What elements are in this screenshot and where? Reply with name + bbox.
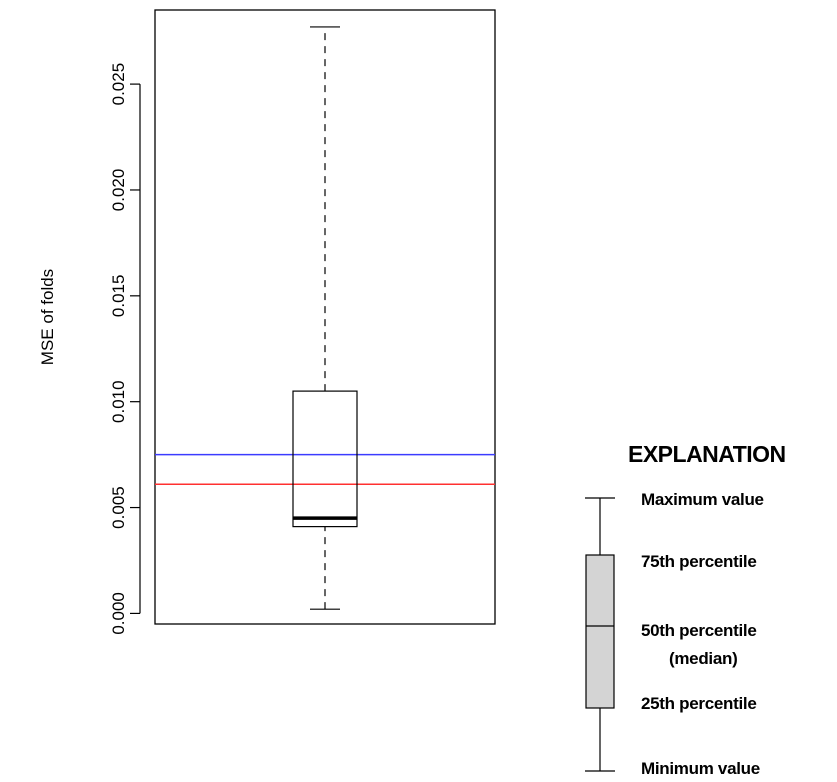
y-axis: 0.000 0.005 0.010 0.015 0.020 0.025 bbox=[109, 63, 141, 635]
y-tick-label-4: 0.020 bbox=[109, 169, 128, 212]
legend-label-median-paren: (median) bbox=[669, 649, 737, 668]
legend-box bbox=[585, 554, 615, 709]
plot-frame bbox=[154, 9, 496, 625]
legend-label-q1: 25th percentile bbox=[641, 694, 757, 713]
legend-label-max: Maximum value bbox=[641, 490, 764, 509]
boxplot bbox=[292, 26, 358, 610]
legend-label-median: 50th percentile bbox=[641, 621, 757, 640]
legend: EXPLANATION Maximum value 75th percentil… bbox=[585, 441, 786, 778]
y-axis-label: MSE of folds bbox=[38, 269, 57, 365]
iqr-box bbox=[292, 390, 358, 528]
legend-label-min: Minimum value bbox=[641, 759, 760, 778]
y-tick-label-1: 0.005 bbox=[109, 486, 128, 529]
legend-label-q3: 75th percentile bbox=[641, 552, 757, 571]
y-tick-label-2: 0.010 bbox=[109, 380, 128, 423]
y-tick-label-5: 0.025 bbox=[109, 63, 128, 106]
legend-title: EXPLANATION bbox=[628, 441, 786, 467]
reference-lines bbox=[155, 453, 495, 486]
y-tick-label-0: 0.000 bbox=[109, 592, 128, 635]
y-tick-label-3: 0.015 bbox=[109, 275, 128, 318]
